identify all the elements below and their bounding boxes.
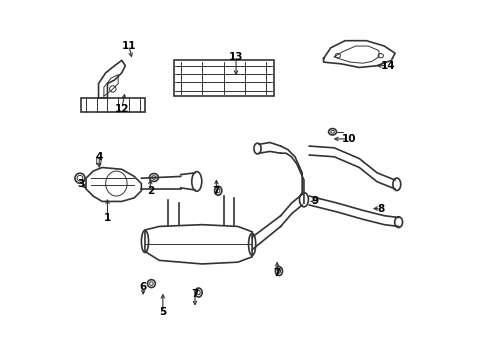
Text: 9: 9 <box>311 197 318 206</box>
Text: 13: 13 <box>229 52 244 62</box>
Text: 12: 12 <box>115 104 129 113</box>
Bar <box>173 60 273 96</box>
Text: 2: 2 <box>147 186 154 196</box>
Text: 4: 4 <box>96 152 103 162</box>
Text: 5: 5 <box>159 307 167 317</box>
Text: 7: 7 <box>273 268 281 278</box>
Text: 11: 11 <box>122 41 136 51</box>
Text: 8: 8 <box>377 203 384 213</box>
Text: 10: 10 <box>342 134 356 144</box>
Text: 7: 7 <box>191 289 198 299</box>
Text: 14: 14 <box>381 61 395 71</box>
Text: 1: 1 <box>104 212 111 222</box>
Text: 3: 3 <box>78 179 85 189</box>
Text: 7: 7 <box>213 186 220 196</box>
Text: 6: 6 <box>140 282 147 292</box>
